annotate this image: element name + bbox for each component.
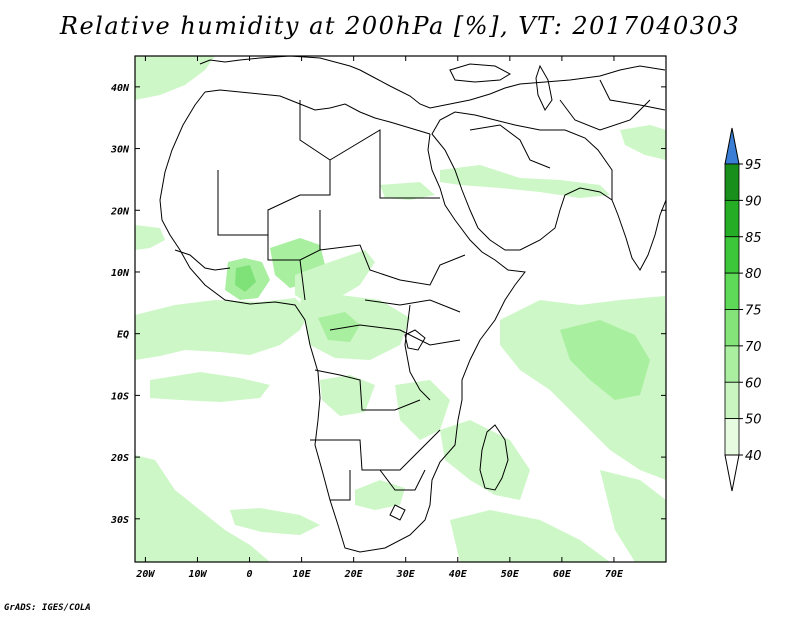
humidity-region: [440, 420, 530, 500]
border: [319, 244, 466, 286]
border: [559, 99, 651, 131]
colorbar-label: 85: [745, 231, 762, 246]
lon-tick-label: 40E: [449, 569, 468, 580]
border: [379, 469, 426, 491]
coastline-india: [611, 199, 666, 271]
colorbar-label: 75: [745, 304, 762, 319]
coastlines: [159, 56, 666, 553]
humidity-region: [150, 372, 270, 402]
lat-tick-label: EQ: [117, 330, 129, 341]
humidity-region: [135, 56, 215, 100]
colorbar-box: [724, 309, 740, 347]
lon-tick-label: 10E: [293, 569, 312, 580]
colorbar-overflow-triangle: [724, 127, 740, 165]
lon-tick-label: 20W: [135, 569, 155, 580]
colorbar-box: [724, 272, 740, 310]
border: [364, 299, 461, 313]
border: [314, 369, 421, 411]
coastline-europe: [199, 56, 666, 109]
coastline-mediterranean: [204, 89, 431, 135]
coastline-blacksea: [449, 63, 512, 83]
colorbar-label: 80: [745, 267, 762, 282]
coastline-caspian: [535, 64, 553, 111]
lon-tick-label: 70E: [605, 569, 624, 580]
humidity-region: [135, 225, 165, 250]
lat-tick-label: 20S: [110, 453, 129, 464]
humidity-region: [620, 125, 666, 160]
colorbar-box: [724, 418, 740, 456]
border: [404, 304, 431, 401]
colorbar-box: [724, 345, 740, 383]
colorbar-label: 60: [745, 376, 762, 391]
colorbar-underflow-triangle: [724, 454, 740, 492]
humidity-region: [318, 312, 360, 342]
border: [599, 79, 666, 111]
border: [469, 124, 551, 169]
coastline-madagascar: [479, 424, 509, 491]
lat-tick-label: 30S: [110, 515, 129, 526]
grads-credit: GrADS: IGES/COLA: [4, 603, 91, 613]
lon-tick-label: 20E: [344, 569, 364, 580]
coastline-africa: [159, 91, 526, 553]
colorbar-box: [724, 236, 740, 274]
humidity-region: [235, 265, 256, 292]
humidity-region: [450, 510, 610, 562]
humidity-region: [440, 165, 610, 198]
lat-tick-label: 30N: [110, 145, 130, 156]
colorbar-box: [724, 199, 740, 238]
colorbar-label: 50: [745, 413, 762, 428]
humidity-region: [295, 250, 375, 305]
humidity-region: [380, 182, 435, 200]
humidity-region: [395, 380, 450, 440]
border: [330, 470, 351, 501]
lat-tick-label: 10N: [111, 268, 130, 279]
colorbar: 95 90 85 80 75 70 60 50 40: [724, 127, 762, 492]
lon-tick-label: 30E: [396, 569, 416, 580]
lon-tick-label: 10W: [188, 569, 207, 580]
lat-tick-label: 10S: [111, 391, 129, 402]
humidity-region: [135, 455, 270, 562]
border: [174, 249, 231, 271]
colorbar-box: [724, 381, 740, 420]
colorbar-box: [724, 163, 740, 201]
lake: [389, 504, 406, 521]
humidity-field: [135, 56, 666, 562]
colorbar-label: 95: [745, 158, 762, 173]
coastline-arabia: [431, 111, 613, 251]
lon-tick-label: 50E: [501, 569, 520, 580]
plot-frame: [134, 55, 667, 563]
colorbar-label: 90: [745, 194, 762, 209]
border: [329, 324, 461, 346]
axis-ticks: 20W 10W 0 10E 20E 30E 40E 50E 60E 70E 40N 30N 20N 10N…: [110, 56, 666, 580]
colorbar-label: 40: [745, 449, 762, 464]
lake: [404, 329, 426, 351]
lat-tick-label: 40N: [111, 83, 130, 94]
humidity-region: [230, 508, 320, 535]
border: [217, 100, 331, 236]
humidity-region: [355, 480, 405, 510]
border: [310, 429, 441, 471]
humidity-region: [135, 298, 310, 360]
border: [299, 259, 306, 301]
map-title: Relative humidity at 200hPa [%], VT: 201…: [59, 12, 741, 40]
lon-tick-label: 60E: [553, 569, 572, 580]
humidity-region: [560, 320, 650, 400]
lat-tick-label: 20N: [110, 206, 130, 217]
humidity-region: [600, 470, 666, 562]
lon-tick-label: 0: [247, 569, 253, 580]
border: [329, 129, 440, 199]
colorbar-label: 70: [745, 340, 762, 355]
